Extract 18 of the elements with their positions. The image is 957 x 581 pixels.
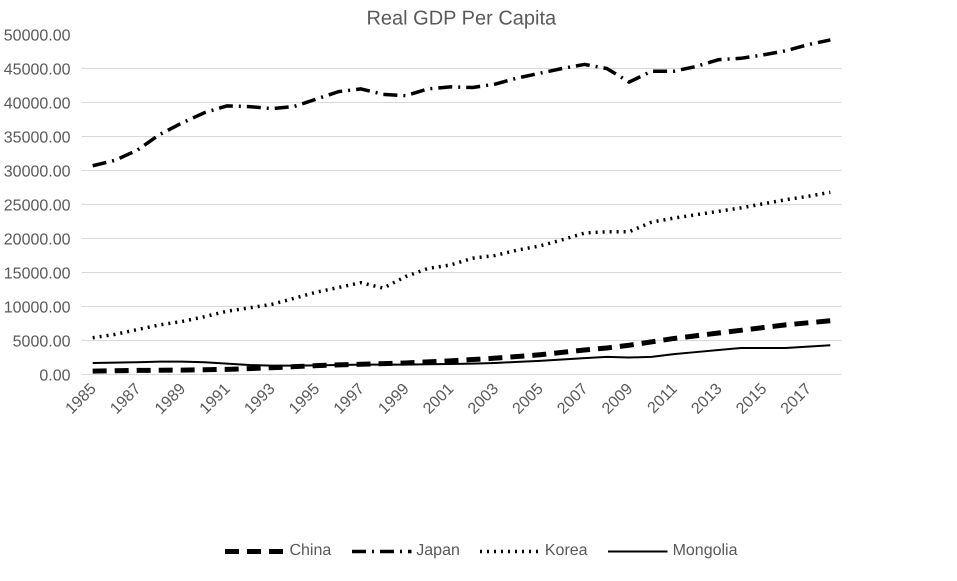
y-tick-label: 5000.00 — [12, 334, 71, 350]
chart-title: Real GDP Per Capita — [366, 8, 558, 30]
y-tick-label: 0.00 — [39, 368, 71, 384]
y-tick-label: 25000.00 — [4, 198, 71, 214]
y-tick-label: 45000.00 — [4, 62, 71, 78]
y-tick-label: 20000.00 — [4, 232, 71, 248]
y-tick-label: 40000.00 — [4, 96, 71, 112]
legend-label: Mongolia — [672, 542, 738, 560]
line-series — [90, 190, 832, 340]
legend-label: Japan — [416, 542, 460, 560]
legend-label: Korea — [544, 542, 588, 560]
line-series — [90, 38, 832, 168]
y-tick-label: 50000.00 — [4, 28, 71, 44]
y-tick-label: 35000.00 — [4, 130, 71, 146]
legend-label: China — [289, 542, 332, 560]
y-tick-label: 30000.00 — [4, 164, 71, 180]
y-tick-label: 10000.00 — [4, 300, 71, 316]
y-tick-label: 15000.00 — [4, 266, 71, 282]
